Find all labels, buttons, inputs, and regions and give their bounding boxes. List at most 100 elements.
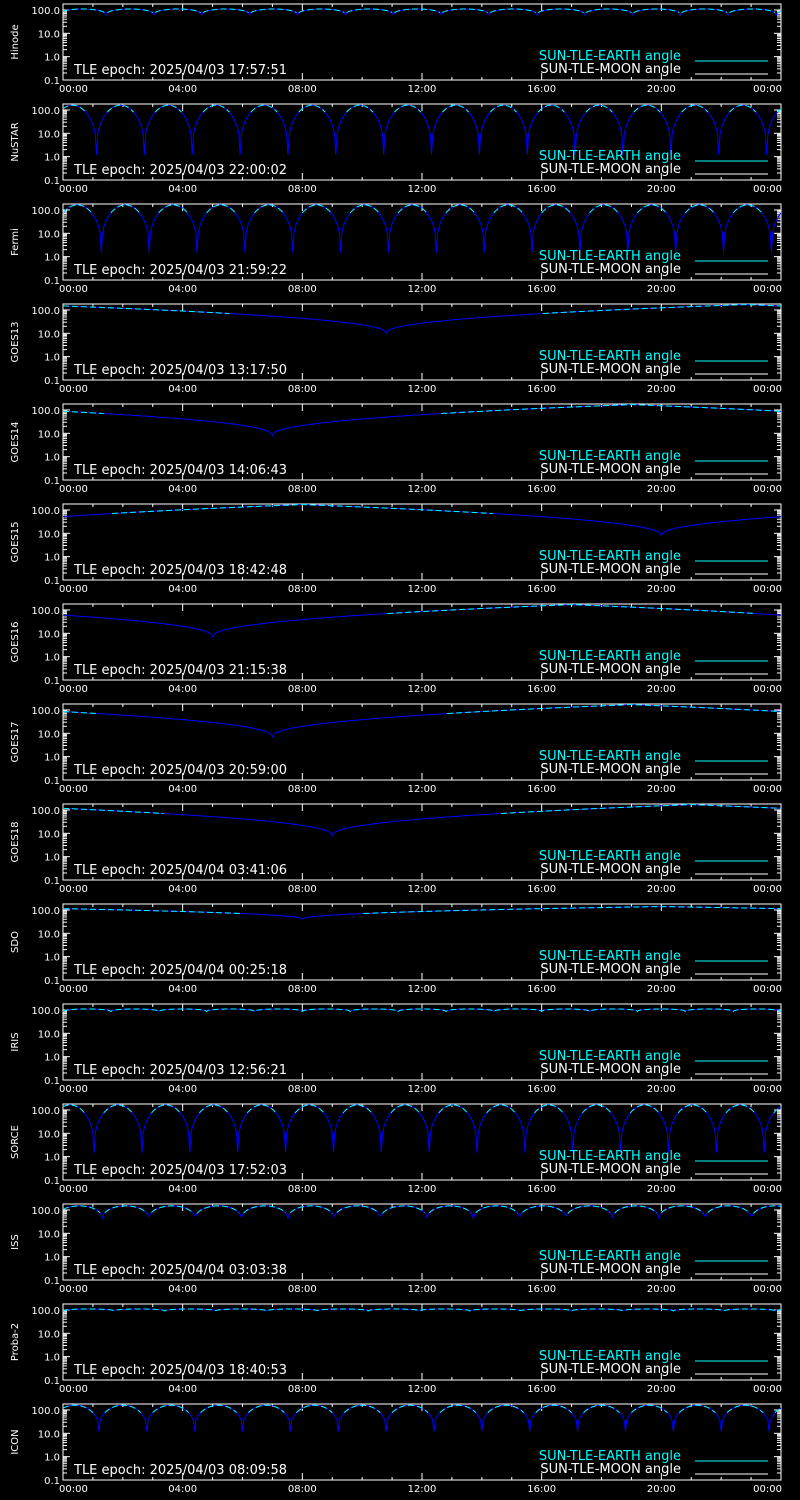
legend-sun-moon-label: SUN-TLE-MOON angle [540, 662, 681, 677]
y-tick-label: 0.1 [44, 76, 60, 87]
x-tick-label: 00:00 [753, 484, 782, 495]
legend-sun-earth-label: SUN-TLE-EARTH angle [539, 349, 681, 364]
x-tick-label: 04:00 [168, 584, 197, 595]
x-tick-label: 16:00 [527, 984, 556, 995]
x-tick-label: 12:00 [408, 884, 437, 895]
x-tick-label: 08:00 [288, 984, 317, 995]
y-tick-label: 1.0 [44, 1153, 60, 1164]
x-tick-label: 12:00 [408, 1484, 437, 1495]
x-tick-label: 08:00 [288, 384, 317, 395]
series-highlight-sun-tle-earth [62, 8, 782, 14]
x-tick-label: 00:00 [59, 1284, 88, 1295]
x-tick-label: 16:00 [527, 784, 556, 795]
y-tick-label: 10.0 [38, 729, 60, 740]
x-tick-label: 16:00 [527, 884, 556, 895]
y-tick-label: 0.1 [44, 976, 60, 987]
y-tick-label: 10.0 [38, 1229, 60, 1240]
y-tick-label: 1.0 [44, 1353, 60, 1364]
y-tick-label: 1.0 [44, 853, 60, 864]
x-tick-label: 00:00 [753, 984, 782, 995]
series-highlight-sun-tle-earth [387, 604, 756, 615]
y-tick-label: 100.0 [31, 606, 60, 617]
y-tick-label: 1.0 [44, 753, 60, 764]
y-tick-label: 0.1 [44, 776, 60, 787]
tle-epoch-text: TLE epoch: 2025/04/04 03:41:06 [73, 863, 287, 878]
x-tick-label: 04:00 [168, 1284, 197, 1295]
legend-sun-moon-label: SUN-TLE-MOON angle [540, 462, 681, 477]
legend-sun-moon-label: SUN-TLE-MOON angle [540, 262, 681, 277]
x-tick-label: 12:00 [408, 1084, 437, 1095]
x-tick-label: 08:00 [288, 1384, 317, 1395]
x-tick-label: 00:00 [753, 1384, 782, 1395]
series-highlight-sun-tle-earth [62, 1308, 782, 1312]
x-tick-label: 20:00 [647, 684, 676, 695]
x-tick-label: 00:00 [59, 184, 88, 195]
y-tick-label: 1.0 [44, 1453, 60, 1464]
tle-epoch-text: TLE epoch: 2025/04/03 17:52:03 [73, 1163, 287, 1178]
y-tick-label: 100.0 [31, 406, 60, 417]
legend-sun-earth-label: SUN-TLE-EARTH angle [539, 149, 681, 164]
legend-sun-earth-label: SUN-TLE-EARTH angle [539, 449, 681, 464]
y-tick-label: 1.0 [44, 53, 60, 64]
x-tick-label: 20:00 [647, 184, 676, 195]
x-tick-label: 20:00 [647, 1084, 676, 1095]
x-tick-label: 00:00 [59, 84, 88, 95]
x-tick-label: 16:00 [527, 1184, 556, 1195]
series-line-sun-tle-earth [62, 1104, 782, 1153]
satellite-label: IRIS [10, 1032, 21, 1051]
series-highlight-sun-tle-earth [62, 1205, 782, 1214]
y-tick-label: 100.0 [31, 706, 60, 717]
legend-sun-earth-label: SUN-TLE-EARTH angle [539, 949, 681, 964]
y-tick-label: 0.1 [44, 1076, 60, 1087]
x-tick-label: 04:00 [168, 684, 197, 695]
y-tick-label: 10.0 [38, 1429, 60, 1440]
x-tick-label: 08:00 [288, 284, 317, 295]
y-tick-label: 1.0 [44, 1253, 60, 1264]
series-highlight-sun-tle-earth [62, 1104, 782, 1114]
legend-sun-moon-label: SUN-TLE-MOON angle [540, 762, 681, 777]
x-tick-label: 12:00 [408, 84, 437, 95]
x-tick-label: 00:00 [59, 684, 88, 695]
satellite-label: GOES16 [10, 621, 21, 662]
y-tick-label: 100.0 [31, 206, 60, 217]
y-tick-label: 0.1 [44, 1276, 60, 1287]
x-tick-label: 12:00 [408, 584, 437, 595]
x-tick-label: 00:00 [753, 584, 782, 595]
y-tick-label: 0.1 [44, 1476, 60, 1487]
y-tick-label: 10.0 [38, 929, 60, 940]
x-tick-label: 00:00 [753, 184, 782, 195]
x-tick-label: 20:00 [647, 784, 676, 795]
y-tick-label: 100.0 [31, 106, 60, 117]
x-tick-label: 04:00 [168, 984, 197, 995]
x-tick-label: 00:00 [59, 584, 88, 595]
y-tick-label: 10.0 [38, 129, 60, 140]
tle-epoch-text: TLE epoch: 2025/04/03 18:40:53 [73, 1363, 287, 1378]
x-tick-label: 04:00 [168, 784, 197, 795]
x-tick-label: 00:00 [59, 1184, 88, 1195]
y-tick-label: 1.0 [44, 353, 60, 364]
x-tick-label: 00:00 [753, 1184, 782, 1195]
satellite-label: Hinode [10, 24, 21, 59]
y-tick-label: 100.0 [31, 6, 60, 17]
x-tick-label: 00:00 [59, 1084, 88, 1095]
tle-epoch-text: TLE epoch: 2025/04/03 20:59:00 [73, 763, 287, 778]
y-tick-label: 100.0 [31, 1106, 60, 1117]
x-tick-label: 20:00 [647, 1384, 676, 1395]
legend-sun-earth-label: SUN-TLE-EARTH angle [539, 1149, 681, 1164]
legend-sun-earth-label: SUN-TLE-EARTH angle [539, 749, 681, 764]
y-tick-label: 10.0 [38, 1029, 60, 1040]
x-tick-label: 00:00 [59, 784, 88, 795]
y-tick-label: 10.0 [38, 1129, 60, 1140]
y-tick-label: 0.1 [44, 676, 60, 687]
x-tick-label: 20:00 [647, 884, 676, 895]
series-line-sun-tle-earth [62, 104, 782, 155]
y-tick-label: 10.0 [38, 829, 60, 840]
x-tick-label: 08:00 [288, 1084, 317, 1095]
